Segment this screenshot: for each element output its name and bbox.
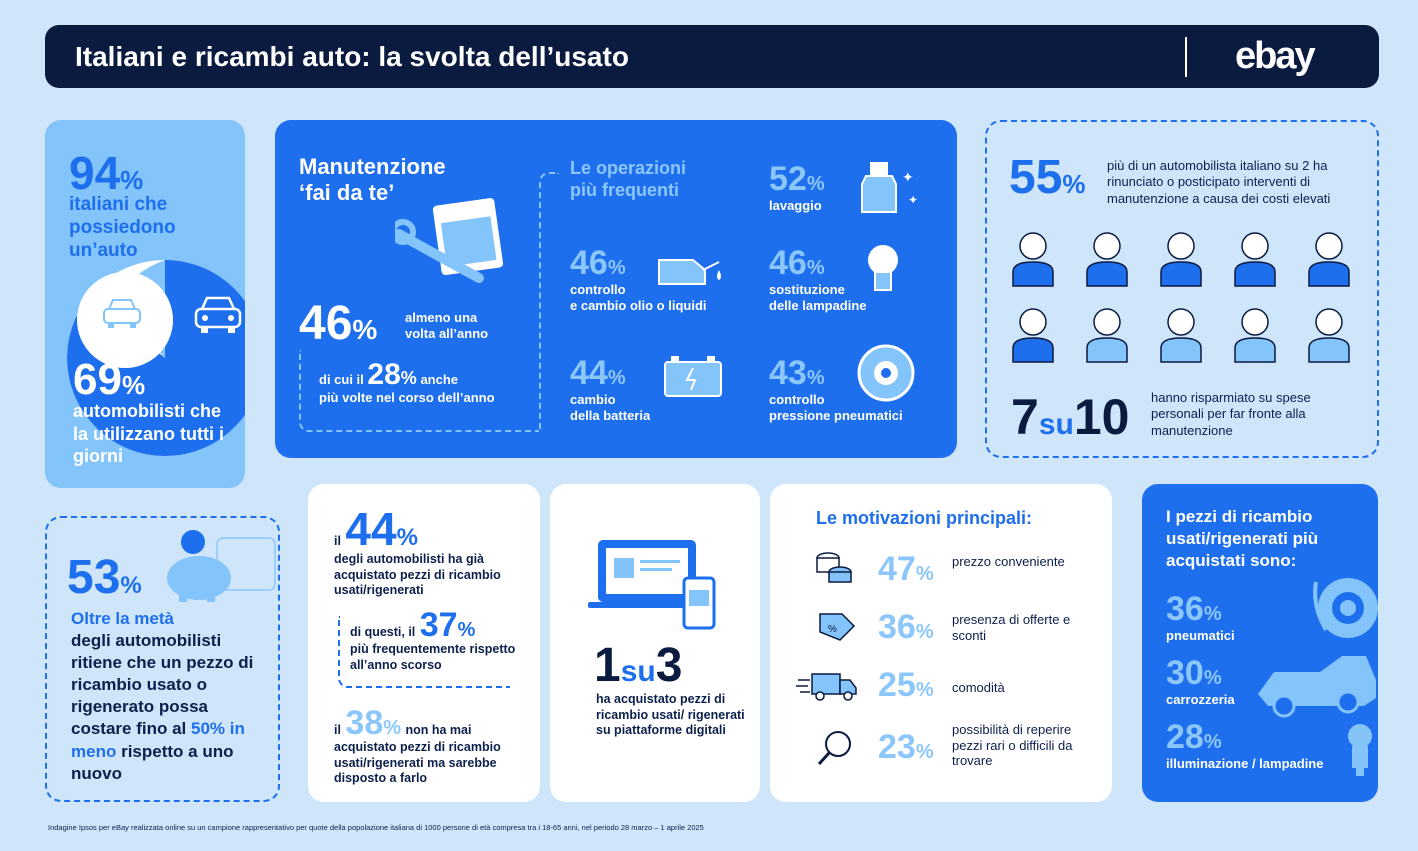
person-icon	[1160, 232, 1202, 287]
op-label-bulb: sostituzione delle lampadine	[769, 282, 867, 313]
page-title: Italiani e ricambi auto: la svolta dell’…	[75, 41, 629, 72]
car-body-icon	[1258, 656, 1376, 718]
diy-title: Manutenzione ‘fai da te’	[299, 154, 446, 206]
svg-text:✦: ✦	[908, 193, 918, 207]
ops-bracket	[539, 172, 559, 432]
purchased-44: il 44% degli automobilisti ha già acquis…	[334, 503, 501, 598]
purchased-card: il 44% degli automobilisti ha già acquis…	[308, 484, 540, 802]
ratio-label: hanno risparmiato su spese personali per…	[1151, 390, 1311, 438]
pct-94: 94%	[69, 147, 144, 199]
online-purchase-card: 1su3 ha acquistato pezzi di ricambio usa…	[550, 484, 760, 802]
oil-can-icon	[658, 259, 721, 285]
tyre-gauge-icon	[857, 344, 915, 402]
magnifier-icon	[817, 731, 851, 766]
person-icon	[1234, 308, 1276, 363]
mot-label-price: prezzo conveniente	[952, 554, 1065, 569]
footnote: Indagine Ipsos per eBay realizzata onlin…	[48, 823, 704, 832]
label-69: automobilisti che la utilizzano tutti i …	[73, 401, 224, 466]
mot-pct-price: 47%	[878, 550, 934, 588]
car-icon-light	[103, 299, 141, 328]
header-bar: Italiani e ricambi auto: la svolta dell’…	[45, 25, 1379, 88]
diy-sub-text: di cui il 28% anche più volte nel corso …	[319, 358, 495, 406]
mot-label-rare: possibilità di reperire pezzi rari o dif…	[952, 722, 1073, 769]
bulb-part-icon	[1348, 724, 1372, 776]
coins-icon	[816, 552, 852, 583]
mot-label-offers: presenza di offerte e sconti	[952, 612, 1071, 643]
person-icon	[1012, 232, 1054, 287]
person-icon	[1086, 308, 1128, 363]
cost-saving-text: Oltre la metà degli automobilisti ritien…	[71, 609, 254, 783]
diy-sub-bracket	[299, 350, 539, 432]
purchased-bracket	[338, 616, 510, 688]
pct-46-diy: 46%	[299, 297, 378, 350]
car-ownership-card: 94% italiani che possiedono un’auto 69% …	[45, 120, 245, 488]
op-pct-oil: 46%	[570, 244, 626, 282]
person-icon	[1308, 232, 1350, 287]
online-label: ha acquistato pezzi di ricambio usati/ r…	[596, 692, 745, 738]
laptop-phone-icon	[588, 540, 716, 630]
op-label-oil: controllo e cambio olio o liquidi	[570, 282, 707, 313]
person-icon	[1160, 308, 1202, 363]
ratio-7-10: 7su10	[1011, 389, 1130, 445]
part-label-body: carrozzeria	[1166, 692, 1235, 707]
op-pct-wash: 52%	[769, 160, 825, 198]
cost-saving-card: 53% Oltre la metà degli automobilisti ri…	[45, 516, 280, 802]
bulb-icon	[868, 245, 898, 291]
person-icon	[1234, 232, 1276, 287]
tyre-icon	[1313, 578, 1378, 638]
part-pct-light: 28%	[1166, 718, 1222, 756]
wrench-calendar-icon	[395, 198, 504, 283]
pct-53: 53%	[67, 551, 142, 604]
header-divider	[1185, 37, 1187, 77]
purchased-38: il 38% non ha mai acquistato pezzi di ri…	[334, 704, 501, 786]
top-parts-card: I pezzi di ricambio usati/rigenerati più…	[1142, 484, 1378, 802]
renounce-card: 55% più di un automobilista italiano su …	[985, 120, 1379, 458]
delivery-truck-icon	[796, 673, 857, 701]
op-pct-battery: 44%	[570, 354, 626, 392]
part-label-tyre: pneumatici	[1166, 628, 1235, 643]
person-icon	[1308, 308, 1350, 363]
piggy-bank-icon	[167, 530, 276, 602]
people-grid	[1012, 232, 1350, 363]
ebay-logo: ebay	[1235, 35, 1316, 77]
op-label-battery: cambio della batteria	[570, 392, 651, 423]
purchased-37: di questi, il 37% più frequentemente ris…	[350, 606, 516, 672]
ratio-1-3: 1su3	[594, 639, 683, 692]
motivations-title: Le motivazioni principali:	[816, 508, 1033, 528]
renounce-label: più di un automobilista italiano su 2 ha…	[1107, 158, 1331, 206]
person-icon	[1012, 308, 1054, 363]
discount-tag-icon: %	[819, 613, 856, 641]
pct-55: 55%	[1009, 151, 1086, 204]
battery-icon	[664, 356, 722, 397]
pct-69: 69%	[73, 355, 146, 404]
ops-title: Le operazioni più frequenti	[570, 158, 687, 200]
part-pct-body: 30%	[1166, 654, 1222, 692]
part-pct-tyre: 36%	[1166, 590, 1222, 628]
top-parts-title: I pezzi di ricambio usati/rigenerati più…	[1166, 507, 1319, 571]
op-pct-tyre: 43%	[769, 354, 825, 392]
svg-text:✦: ✦	[902, 169, 914, 185]
mot-label-comfort: comodità	[952, 680, 1005, 695]
mot-pct-comfort: 25%	[878, 666, 934, 704]
car-icon-dark	[194, 296, 242, 333]
part-label-light: illuminazione / lampadine	[1166, 756, 1324, 771]
mot-pct-rare: 23%	[878, 728, 934, 766]
label-94: italiani che possiedono un’auto	[69, 194, 176, 261]
op-label-wash: lavaggio	[769, 198, 822, 213]
person-icon	[1086, 232, 1128, 287]
diy-maintenance-card: Manutenzione ‘fai da te’ 46% almeno una vo…	[275, 120, 957, 458]
mot-pct-offers: 36%	[878, 608, 934, 646]
spray-bottle-icon: ✦✦	[861, 162, 918, 213]
op-label-tyre: controllo pressione pneumatici	[769, 392, 903, 423]
svg-text:%: %	[828, 624, 837, 635]
op-pct-bulb: 46%	[769, 244, 825, 282]
motivations-card: Le motivazioni principali: 47% prezzo co…	[770, 484, 1112, 802]
diy-main-label: almeno una volta all’anno	[405, 310, 489, 341]
